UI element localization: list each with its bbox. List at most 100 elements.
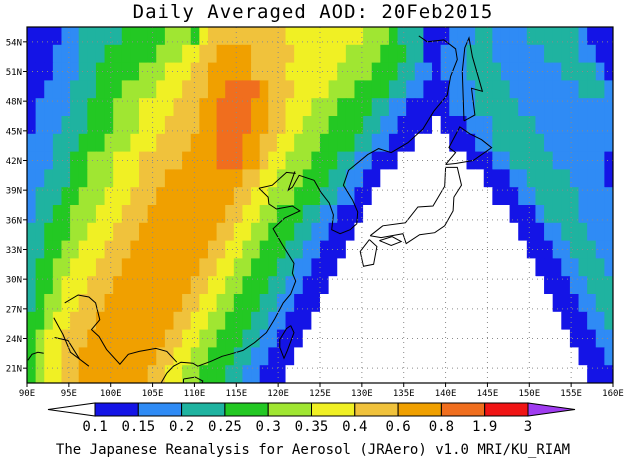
aod-cell: [604, 151, 613, 170]
aod-cell: [27, 222, 37, 242]
aod-cell: [552, 80, 562, 99]
aod-cell: [27, 151, 37, 170]
aod-cell: [311, 133, 321, 153]
aod-cell: [397, 311, 407, 331]
aod-cell: [251, 187, 261, 206]
aod-cell: [294, 62, 304, 81]
aod-cell: [328, 133, 338, 153]
aod-cell: [320, 347, 330, 366]
aod-cell: [526, 240, 537, 259]
aod-cell: [233, 187, 244, 206]
aod-cell: [380, 311, 390, 331]
aod-cell: [569, 240, 580, 259]
aod-cell: [535, 222, 545, 242]
aod-cell: [371, 133, 381, 153]
aod-cell: [414, 276, 425, 295]
aod-cell: [509, 169, 519, 188]
aod-cell: [371, 222, 381, 242]
aod-cell: [354, 276, 364, 295]
aod-cell: [95, 133, 106, 153]
aod-cell: [397, 347, 407, 366]
aod-cell: [27, 80, 37, 99]
aod-cell: [225, 294, 235, 313]
aod-cell: [449, 62, 459, 81]
aod-cell: [225, 151, 235, 170]
aod-cell: [225, 80, 235, 99]
aod-cell: [483, 258, 493, 277]
aod-cell: [27, 205, 37, 224]
aod-cell: [604, 311, 613, 331]
aod-cell: [216, 365, 226, 383]
aod-cell: [216, 294, 226, 313]
aod-cell: [285, 169, 295, 188]
aod-cell: [190, 258, 200, 277]
aod-cell: [173, 294, 183, 313]
aod-cell: [475, 276, 485, 295]
aod-cell: [95, 169, 106, 188]
colorbar-segment: [311, 402, 356, 417]
aod-cell: [285, 329, 295, 348]
aod-cell: [509, 44, 519, 64]
aod-cell: [61, 365, 71, 383]
aod-cell: [259, 62, 269, 81]
aod-cell: [207, 169, 218, 188]
aod-cell: [483, 98, 493, 117]
aod-cell: [561, 276, 571, 295]
aod-cell: [432, 187, 442, 206]
aod-cell: [475, 44, 485, 64]
aod-cell: [526, 80, 537, 99]
aod-cell: [199, 347, 209, 366]
lon-tick-label: 135E: [393, 389, 415, 399]
aod-cell: [371, 187, 381, 206]
aod-cell: [604, 205, 613, 224]
aod-cell: [388, 187, 399, 206]
aod-cell: [35, 347, 45, 366]
aod-cell: [52, 98, 63, 117]
aod-cell: [294, 294, 304, 313]
aod-cell: [526, 44, 537, 64]
aod-cell: [380, 133, 390, 153]
aod-cell: [526, 329, 537, 348]
aod-cell: [87, 27, 97, 46]
aod-cell: [337, 276, 347, 295]
aod-cell: [423, 311, 433, 331]
aod-cell: [552, 347, 562, 366]
aod-cell: [199, 365, 209, 383]
aod-cell: [561, 98, 571, 117]
aod-cell: [371, 294, 381, 313]
aod-cell: [61, 222, 71, 242]
aod-cell: [268, 27, 278, 46]
aod-cell: [61, 116, 71, 135]
aod-cell: [423, 329, 433, 348]
aod-cell: [156, 151, 166, 170]
aod-cell: [544, 133, 554, 153]
aod-cell: [121, 329, 132, 348]
aod-cell: [535, 116, 545, 135]
colorbar-label: 0.15: [121, 419, 155, 435]
aod-cell: [95, 80, 106, 99]
aod-cell: [225, 133, 235, 153]
aod-cell: [259, 133, 269, 153]
aod-cell: [500, 205, 511, 224]
aod-cell: [569, 133, 580, 153]
aod-cell: [371, 329, 381, 348]
aod-cell: [414, 98, 425, 117]
aod-cell: [52, 347, 63, 366]
aod-cell: [578, 169, 588, 188]
aod-cell: [139, 365, 149, 383]
aod-cell: [354, 258, 364, 277]
aod-cell: [190, 276, 200, 295]
aod-cell: [113, 116, 123, 135]
aod-cell: [578, 44, 588, 64]
aod-cell: [406, 133, 416, 153]
coastline: [160, 372, 168, 383]
aod-cell: [406, 311, 416, 331]
aod-cell: [156, 258, 166, 277]
aod-cell: [311, 222, 321, 242]
aod-cell: [578, 116, 588, 135]
aod-cell: [78, 365, 88, 383]
aod-cell: [518, 169, 528, 188]
aod-cell: [457, 169, 468, 188]
aod-cell: [544, 329, 554, 348]
aod-cell: [595, 80, 605, 99]
